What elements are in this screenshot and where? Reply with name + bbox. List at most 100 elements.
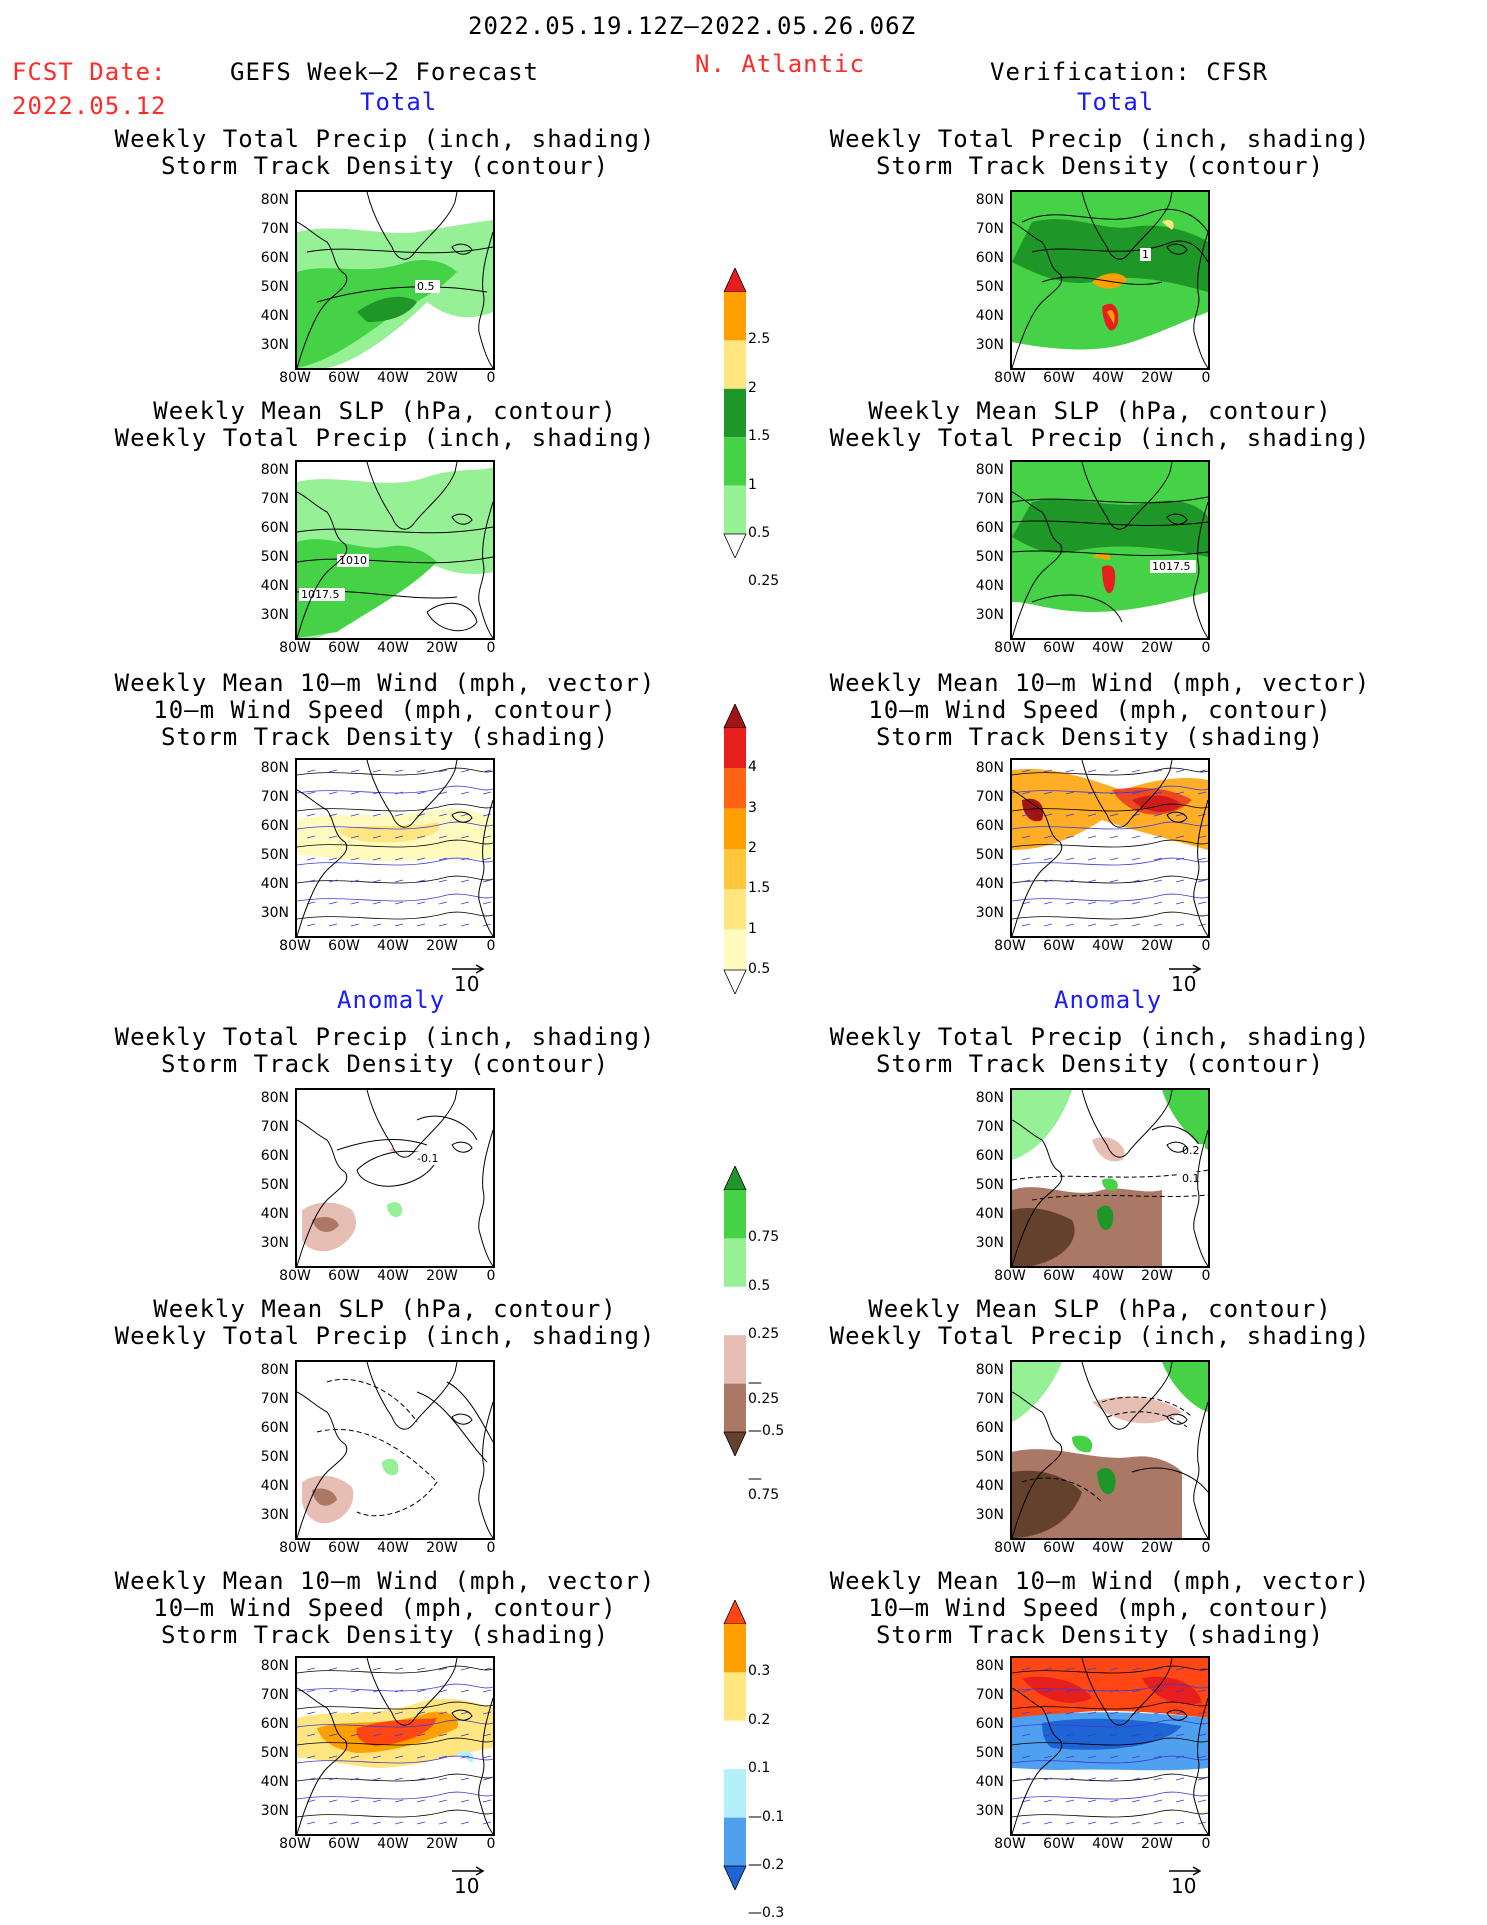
colorbar-segment bbox=[724, 768, 746, 809]
vector-ref-value: 10 bbox=[454, 972, 480, 996]
lat-tick-label: 50N bbox=[975, 1177, 1004, 1193]
colorbar-segment bbox=[724, 388, 746, 438]
lat-tick-label: 30N bbox=[975, 607, 1004, 623]
colorbar-segment bbox=[724, 1190, 746, 1239]
colorbar-tick-label: —0.3 bbox=[748, 1905, 785, 1922]
lon-tick-label: 40W bbox=[377, 938, 409, 954]
panel-title-line: Weekly Mean 10—m Wind (mph, vector) bbox=[829, 1567, 1371, 1595]
colorbar-segment bbox=[724, 929, 746, 970]
colorbar-segment bbox=[724, 1720, 746, 1770]
lat-tick-label: 70N bbox=[975, 1687, 1004, 1703]
colorbar-segment bbox=[724, 1383, 746, 1432]
panel-title-line: Weekly Total Precip (inch, shading) bbox=[114, 424, 656, 452]
lat-tick-label: 60N bbox=[260, 1420, 289, 1436]
lat-tick-label: 80N bbox=[260, 462, 289, 478]
lat-tick-label: 70N bbox=[260, 1687, 289, 1703]
lat-tick-label: 50N bbox=[260, 1745, 289, 1761]
panel-title-line: Weekly Mean 10—m Wind (mph, vector) bbox=[829, 669, 1371, 697]
colorbar-anom-storm: 0.3 0.2 0.1 —0.1 —0.2 —0.3 bbox=[722, 1600, 792, 1921]
colorbar-total-storm: 4 3 2 1.5 1 0.5 bbox=[722, 704, 792, 994]
lat-tick-label: 60N bbox=[975, 1148, 1004, 1164]
lon-tick-label: 60W bbox=[1043, 1268, 1075, 1284]
fcst-date-value: 2022.05.12 bbox=[12, 92, 167, 120]
panel-title-line: Weekly Mean SLP (hPa, contour) bbox=[868, 397, 1332, 425]
lat-tick-label: 40N bbox=[975, 1774, 1004, 1790]
colorbar-tick-label: 2 bbox=[748, 840, 757, 856]
lon-tick-label: 40W bbox=[1092, 1836, 1124, 1852]
colorbar-segment bbox=[723, 969, 747, 994]
lon-tick-label: 80W bbox=[994, 1540, 1026, 1556]
colorbar-tick-label: 0.25 bbox=[748, 573, 780, 590]
lat-tick-label: 60N bbox=[975, 1716, 1004, 1732]
colorbar-segment bbox=[723, 1600, 747, 1625]
lat-tick-label: 40N bbox=[260, 1774, 289, 1790]
vector-ref-value: 10 bbox=[1171, 1874, 1197, 1898]
lon-tick-label: 60W bbox=[1043, 1836, 1075, 1852]
panel-title-line: Storm Track Density (shading) bbox=[160, 1621, 610, 1649]
anom-map-wind-forecast bbox=[295, 1656, 495, 1836]
lon-tick-label: 40W bbox=[377, 640, 409, 656]
lon-tick-label: 0 bbox=[486, 938, 496, 954]
colorbar-tick-label: —0.5 bbox=[748, 1423, 785, 1439]
lon-tick-label: 60W bbox=[1043, 1540, 1075, 1556]
lat-tick-label: 30N bbox=[975, 905, 1004, 921]
lat-tick-label: 80N bbox=[260, 192, 289, 208]
section-total-forecast: Total bbox=[360, 88, 438, 116]
panel-title-line: Weekly Mean SLP (hPa, contour) bbox=[153, 397, 617, 425]
lon-tick-label: 80W bbox=[279, 1268, 311, 1284]
lat-tick-label: 70N bbox=[975, 789, 1004, 805]
lat-tick-label: 70N bbox=[975, 221, 1004, 237]
lon-tick-label: 80W bbox=[279, 1836, 311, 1852]
anom-panel-precip-verification-title: Weekly Total Precip (inch, shading) Storm… bbox=[800, 1024, 1400, 1078]
lon-tick-label: 80W bbox=[994, 1268, 1026, 1284]
lon-tick-label: 0 bbox=[1201, 640, 1211, 656]
panel-title-line: Storm Track Density (contour) bbox=[160, 152, 610, 180]
anom-panel-slp-verification-title: Weekly Mean SLP (hPa, contour) Weekly Tot… bbox=[800, 1296, 1400, 1350]
colorbar-tick-label: 4 bbox=[748, 759, 757, 776]
section-anomaly-forecast: Anomaly bbox=[337, 986, 446, 1014]
forecast-title: GEFS Week—2 Forecast bbox=[230, 58, 539, 86]
lat-tick-label: 30N bbox=[975, 337, 1004, 353]
lat-tick-label: 80N bbox=[260, 760, 289, 776]
colorbar-tick-label: —0.2 bbox=[748, 1857, 785, 1873]
colorbar-segment bbox=[724, 808, 746, 849]
lat-tick-label: 70N bbox=[260, 221, 289, 237]
lon-tick-label: 80W bbox=[994, 370, 1026, 386]
panel-title-line: Weekly Total Precip (inch, shading) bbox=[829, 125, 1371, 153]
colorbar-segment bbox=[723, 1865, 747, 1890]
lon-tick-label: 40W bbox=[1092, 938, 1124, 954]
fcst-date-label: FCST Date: bbox=[12, 58, 167, 86]
lon-tick-label: 40W bbox=[1092, 370, 1124, 386]
lat-tick-label: 40N bbox=[260, 1478, 289, 1494]
lon-tick-label: 80W bbox=[279, 938, 311, 954]
vector-ref-value: 10 bbox=[454, 1874, 480, 1898]
lat-tick-label: 30N bbox=[260, 1803, 289, 1819]
lat-tick-label: 50N bbox=[260, 549, 289, 565]
lon-tick-label: 40W bbox=[377, 1540, 409, 1556]
lon-tick-label: 20W bbox=[426, 1268, 458, 1284]
anom-panel-wind-forecast-title: Weekly Mean 10—m Wind (mph, vector) 10—m … bbox=[85, 1568, 685, 1649]
total-map-slp-verification: 1017.5 bbox=[1010, 460, 1210, 640]
anom-map-precip-forecast: -0.1 bbox=[295, 1088, 495, 1268]
lat-tick-label: 60N bbox=[975, 520, 1004, 536]
lon-tick-label: 0 bbox=[1201, 1540, 1211, 1556]
lat-tick-label: 40N bbox=[260, 876, 289, 892]
colorbar-segment bbox=[724, 1817, 746, 1866]
colorbar-tick-label: —0.75 bbox=[748, 1471, 780, 1504]
lat-tick-label: 40N bbox=[260, 308, 289, 324]
svg-text:1: 1 bbox=[1142, 248, 1149, 261]
lon-tick-label: 40W bbox=[377, 1268, 409, 1284]
colorbar-tick-label: 2.5 bbox=[748, 331, 771, 348]
panel-title-line: Weekly Total Precip (inch, shading) bbox=[114, 1023, 656, 1051]
colorbar-segment bbox=[723, 704, 747, 729]
colorbar-tick-label: 0.25 bbox=[748, 1326, 780, 1343]
lon-tick-label: 20W bbox=[1141, 640, 1173, 656]
colorbar-segment bbox=[724, 437, 746, 486]
lon-tick-label: 0 bbox=[486, 370, 496, 386]
vector-ref-total-forecast: 10 bbox=[450, 960, 486, 996]
lat-tick-label: 40N bbox=[975, 876, 1004, 892]
lon-tick-label: 60W bbox=[1043, 370, 1075, 386]
total-panel-wind-verification-title: Weekly Mean 10—m Wind (mph, vector) 10—m … bbox=[800, 670, 1400, 751]
colorbar-tick-label: 3 bbox=[748, 799, 757, 816]
arrow-icon bbox=[452, 964, 485, 974]
